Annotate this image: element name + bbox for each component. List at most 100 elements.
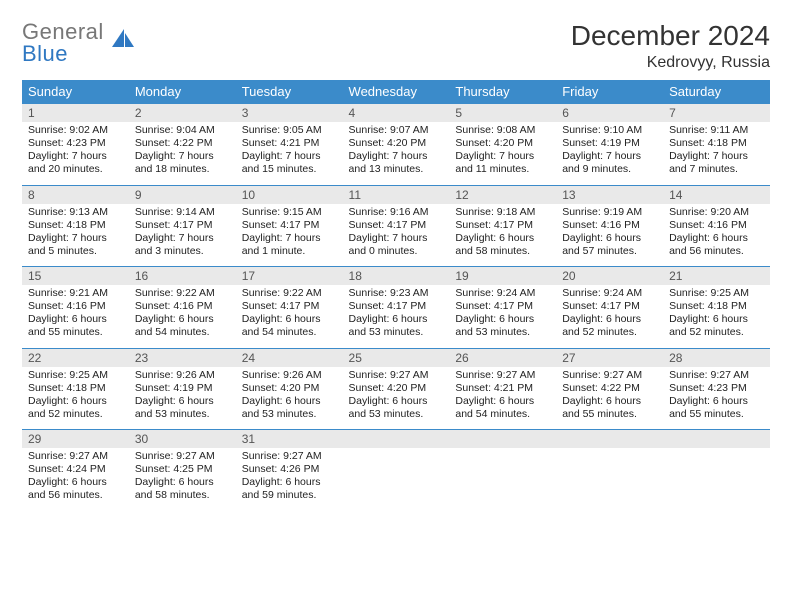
day-details: Sunrise: 9:20 AMSunset: 4:16 PMDaylight:… (663, 204, 770, 267)
daylight-line: Daylight: 6 hours and 59 minutes. (242, 476, 337, 502)
location-text: Kedrovyy, Russia (571, 54, 770, 72)
sunrise-line: Sunrise: 9:24 AM (455, 287, 550, 300)
day-details: Sunrise: 9:08 AMSunset: 4:20 PMDaylight:… (449, 122, 556, 185)
day-details: Sunrise: 9:21 AMSunset: 4:16 PMDaylight:… (22, 285, 129, 348)
calendar-cell: 14Sunrise: 9:20 AMSunset: 4:16 PMDayligh… (663, 185, 770, 267)
calendar-cell: 26Sunrise: 9:27 AMSunset: 4:21 PMDayligh… (449, 348, 556, 430)
sunset-line: Sunset: 4:16 PM (562, 219, 657, 232)
sunrise-line: Sunrise: 9:27 AM (242, 450, 337, 463)
calendar-cell: 31Sunrise: 9:27 AMSunset: 4:26 PMDayligh… (236, 430, 343, 511)
weekday-header: Saturday (663, 80, 770, 104)
calendar-cell: 29 Sunrise: 9:27 AMSunset: 4:24 PMDayligh… (22, 430, 129, 511)
daylight-line: Daylight: 6 hours and 57 minutes. (562, 232, 657, 258)
sunrise-line: Sunrise: 9:25 AM (28, 369, 123, 382)
day-number: 26 (449, 349, 556, 367)
weekday-header: Sunday (22, 80, 129, 104)
sunset-line: Sunset: 4:17 PM (242, 219, 337, 232)
day-details: Sunrise: 9:25 AMSunset: 4:18 PMDaylight:… (663, 285, 770, 348)
sunset-line: Sunset: 4:18 PM (28, 382, 123, 395)
sunrise-line: Sunrise: 9:27 AM (28, 450, 123, 463)
calendar-cell: 10Sunrise: 9:15 AMSunset: 4:17 PMDayligh… (236, 185, 343, 267)
daylight-line: Daylight: 7 hours and 1 minute. (242, 232, 337, 258)
day-number: 4 (343, 104, 450, 122)
calendar-cell-empty (663, 430, 770, 511)
sunrise-line: Sunrise: 9:27 AM (455, 369, 550, 382)
sunset-line: Sunset: 4:17 PM (242, 300, 337, 313)
calendar-cell: 28Sunrise: 9:27 AMSunset: 4:23 PMDayligh… (663, 348, 770, 430)
day-details: Sunrise: 9:27 AMSunset: 4:25 PMDaylight:… (129, 448, 236, 511)
day-details: Sunrise: 9:27 AMSunset: 4:22 PMDaylight:… (556, 367, 663, 430)
calendar-cell: 22Sunrise: 9:25 AMSunset: 4:18 PMDayligh… (22, 348, 129, 430)
day-number: 12 (449, 186, 556, 204)
calendar-cell: 5Sunrise: 9:08 AMSunset: 4:20 PMDaylight… (449, 104, 556, 186)
day-details: Sunrise: 9:19 AMSunset: 4:16 PMDaylight:… (556, 204, 663, 267)
weekday-header: Thursday (449, 80, 556, 104)
sunset-line: Sunset: 4:20 PM (349, 137, 444, 150)
calendar-cell: 1Sunrise: 9:02 AMSunset: 4:23 PMDaylight… (22, 104, 129, 186)
daylight-line: Daylight: 6 hours and 54 minutes. (242, 313, 337, 339)
sunrise-line: Sunrise: 9:02 AM (28, 124, 123, 137)
sunset-line: Sunset: 4:23 PM (28, 137, 123, 150)
calendar-cell: 25Sunrise: 9:27 AMSunset: 4:20 PMDayligh… (343, 348, 450, 430)
sunset-line: Sunset: 4:24 PM (28, 463, 123, 476)
day-number: 13 (556, 186, 663, 204)
sunset-line: Sunset: 4:18 PM (28, 219, 123, 232)
sunrise-line: Sunrise: 9:10 AM (562, 124, 657, 137)
weekday-header: Tuesday (236, 80, 343, 104)
day-number: 19 (449, 267, 556, 285)
sunrise-line: Sunrise: 9:07 AM (349, 124, 444, 137)
daylight-line: Daylight: 7 hours and 0 minutes. (349, 232, 444, 258)
day-number: 20 (556, 267, 663, 285)
day-details: Sunrise: 9:18 AMSunset: 4:17 PMDaylight:… (449, 204, 556, 267)
daylight-line: Daylight: 6 hours and 53 minutes. (349, 313, 444, 339)
day-number: 29 (22, 430, 129, 448)
calendar-cell: 16Sunrise: 9:22 AMSunset: 4:16 PMDayligh… (129, 267, 236, 349)
sunrise-line: Sunrise: 9:04 AM (135, 124, 230, 137)
daylight-line: Daylight: 6 hours and 58 minutes. (455, 232, 550, 258)
day-number: 21 (663, 267, 770, 285)
day-details: Sunrise: 9:05 AMSunset: 4:21 PMDaylight:… (236, 122, 343, 185)
brand-logo: General Blue (22, 20, 136, 64)
day-number: 2 (129, 104, 236, 122)
daylight-line: Daylight: 7 hours and 7 minutes. (669, 150, 764, 176)
day-details: Sunrise: 9:27 AMSunset: 4:20 PMDaylight:… (343, 367, 450, 430)
daylight-line: Daylight: 6 hours and 52 minutes. (562, 313, 657, 339)
calendar-cell: 12Sunrise: 9:18 AMSunset: 4:17 PMDayligh… (449, 185, 556, 267)
sunrise-line: Sunrise: 9:05 AM (242, 124, 337, 137)
day-number: 7 (663, 104, 770, 122)
calendar-cell: 18 Sunrise: 9:23 AMSunset: 4:17 PMDayligh… (343, 267, 450, 349)
calendar-cell: 17Sunrise: 9:22 AMSunset: 4:17 PMDayligh… (236, 267, 343, 349)
daylight-line: Daylight: 6 hours and 55 minutes. (562, 395, 657, 421)
day-details: Sunrise: 9:27 AMSunset: 4:26 PMDaylight:… (236, 448, 343, 511)
day-number: 18 (343, 267, 450, 285)
daylight-line: Daylight: 6 hours and 56 minutes. (669, 232, 764, 258)
calendar-cell-empty (343, 430, 450, 511)
daylight-line: Daylight: 6 hours and 54 minutes. (455, 395, 550, 421)
day-details: Sunrise: 9:24 AMSunset: 4:17 PMDaylight:… (556, 285, 663, 348)
calendar-cell: 6Sunrise: 9:10 AMSunset: 4:19 PMDaylight… (556, 104, 663, 186)
sunset-line: Sunset: 4:19 PM (562, 137, 657, 150)
sunrise-line: Sunrise: 9:24 AM (562, 287, 657, 300)
daylight-line: Daylight: 6 hours and 56 minutes. (28, 476, 123, 502)
sunset-line: Sunset: 4:25 PM (135, 463, 230, 476)
day-details: Sunrise: 9:07 AMSunset: 4:20 PMDaylight:… (343, 122, 450, 185)
sunset-line: Sunset: 4:20 PM (349, 382, 444, 395)
sunrise-line: Sunrise: 9:18 AM (455, 206, 550, 219)
sunset-line: Sunset: 4:22 PM (562, 382, 657, 395)
daylight-line: Daylight: 6 hours and 52 minutes. (669, 313, 764, 339)
day-details: Sunrise: 9:26 AMSunset: 4:20 PMDaylight:… (236, 367, 343, 430)
day-details: Sunrise: 9:22 AMSunset: 4:17 PMDaylight:… (236, 285, 343, 348)
sunset-line: Sunset: 4:20 PM (455, 137, 550, 150)
day-number: 27 (556, 349, 663, 367)
day-number: 31 (236, 430, 343, 448)
day-number: 25 (343, 349, 450, 367)
day-details: Sunrise: 9:24 AMSunset: 4:17 PMDaylight:… (449, 285, 556, 348)
sunrise-line: Sunrise: 9:23 AM (349, 287, 444, 300)
day-number: 9 (129, 186, 236, 204)
sunset-line: Sunset: 4:17 PM (349, 300, 444, 313)
day-details: Sunrise: 9:27 AMSunset: 4:23 PMDaylight:… (663, 367, 770, 430)
day-details: Sunrise: 9:11 AMSunset: 4:18 PMDaylight:… (663, 122, 770, 185)
sunrise-line: Sunrise: 9:22 AM (242, 287, 337, 300)
day-details: Sunrise: 9:27 AMSunset: 4:21 PMDaylight:… (449, 367, 556, 430)
sunset-line: Sunset: 4:16 PM (669, 219, 764, 232)
